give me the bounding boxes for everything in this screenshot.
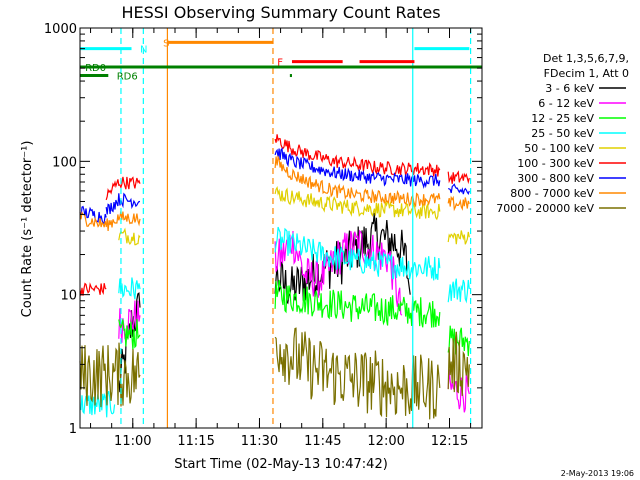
x-tick-label-3: 11:45 [304,434,341,449]
legend: Det 1,3,5,6,7,9, FDecim 1, Att 0 3 - 6 k… [496,52,629,215]
y-axis-label: Count Rate (s⁻¹ detector⁻¹) [20,141,35,318]
series-line-6-3 [447,183,470,196]
legend-label-2: 12 - 25 keV [531,112,594,125]
series-line-6-0 [79,205,107,224]
series-line-3-3 [447,278,470,304]
legend-label-0: 3 - 6 keV [545,82,594,95]
legend-label-1: 6 - 12 keV [538,97,594,110]
series-line-5-2 [274,134,441,177]
series-line-2-0 [118,318,141,350]
legend-label-5: 100 - 300 keV [517,157,594,170]
series-line-7-3 [447,195,470,212]
chart-title: HESSI Observing Summary Count Rates [121,3,440,22]
x-tick-label-1: 11:15 [177,434,214,449]
legend-label-7: 800 - 7000 keV [510,187,594,200]
x-tick-label-2: 11:30 [241,434,278,449]
timestamp: 2-May-2013 19:06 [561,469,634,478]
y-tick-label-2: 100 [52,155,77,170]
plot-area: N S F RD0 RD6 [79,28,482,428]
series-line-7-1 [105,211,141,231]
series-line-3-0 [79,391,116,418]
series-line-7-0 [79,210,107,228]
x-tick-label-4: 12:00 [367,434,404,449]
series-8 [79,327,470,420]
series-line-5-0 [79,282,107,296]
series-line-8-2 [447,331,470,396]
y-tick-label-0: 1 [69,422,77,437]
legend-label-8: 7000 - 20000 keV [496,202,594,215]
flag-label-2: F [277,58,283,69]
series-line-8-1 [274,327,441,420]
flag-label-1: S [163,38,169,49]
y-tick-label-3: 1000 [44,22,77,37]
legend-header-line-2: FDecim 1, Att 0 [544,67,629,80]
legend-label-6: 300 - 800 keV [517,172,594,185]
series-line-4-0 [118,227,141,246]
x-tick-label-5: 12:15 [431,434,468,449]
series-line-5-3 [447,170,470,185]
series-line-1-2 [447,369,470,413]
plot-frame: 1 10 100 1000 11:00 11:15 11:30 11:45 12:00 12:15 [44,22,483,449]
legend-header-line-1: Det 1,3,5,6,7,9, [543,52,629,65]
legend-label-4: 50 - 100 keV [524,142,594,155]
x-axis-label: Start Time (02-May-13 10:47:42) [174,457,388,472]
y-tick-label-1: 10 [60,289,77,304]
series-line-8-0 [79,342,141,408]
legend-label-3: 25 - 50 keV [531,127,594,140]
series-line-3-1 [118,277,141,300]
flag-label-4: RD0 [85,63,106,74]
series-line-4-2 [447,230,470,245]
flag-label-0: N [140,45,147,56]
flag-label-5: RD6 [117,72,138,83]
series-line-5-1 [105,176,141,201]
series-line-0-0 [118,292,141,393]
x-tick-label-0: 11:00 [114,434,151,449]
series-line-6-1 [105,192,141,215]
